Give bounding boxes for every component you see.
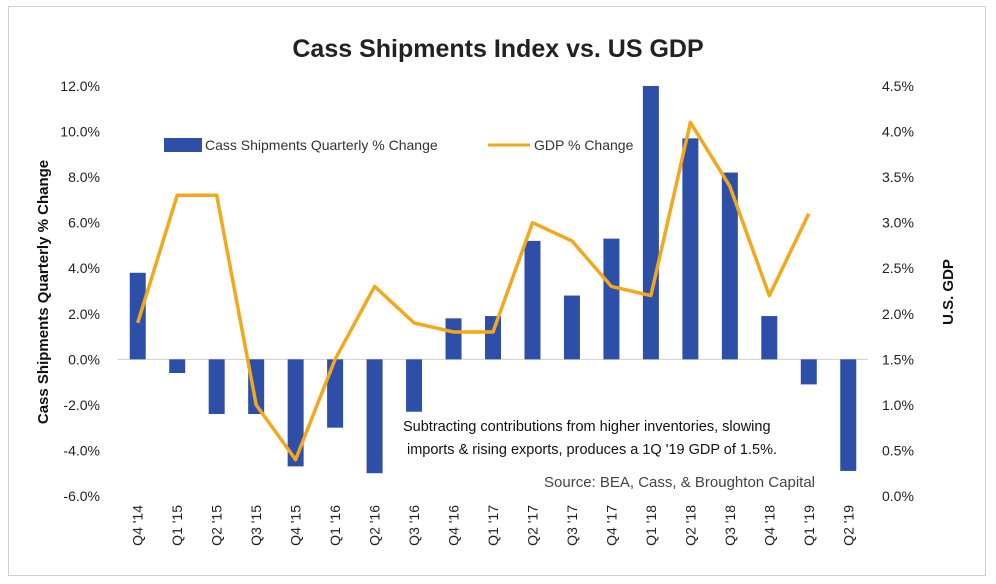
- x-tick-label: Q2 '16: [367, 505, 383, 546]
- x-tick-label: Q4 '16: [446, 505, 462, 546]
- y-left-tick-label: 0.0%: [68, 351, 100, 367]
- cass-bar: [366, 359, 383, 474]
- cass-bars: [129, 86, 857, 474]
- y-right-tick-label: 1.5%: [882, 351, 914, 367]
- cass-bar: [445, 318, 462, 360]
- y-left-tick-label: 4.0%: [68, 260, 100, 276]
- y-right-tick-label: 0.0%: [882, 488, 914, 504]
- x-tick-label: Q4 '18: [761, 505, 777, 546]
- legend: Cass Shipments Quarterly % Change GDP % …: [164, 137, 634, 153]
- cass-bar: [800, 359, 817, 385]
- cass-bar: [642, 86, 659, 360]
- y-left-tick-label: 12.0%: [60, 78, 100, 94]
- x-tick-label: Q2 '18: [682, 505, 698, 546]
- cass-bar: [248, 359, 265, 414]
- cass-bar: [840, 359, 857, 471]
- y-right-tick-label: 2.5%: [882, 260, 914, 276]
- y-left-tick-label: 6.0%: [68, 215, 100, 231]
- annotation-line-2: imports & rising exports, produces a 1Q …: [407, 442, 777, 458]
- legend-label-cass: Cass Shipments Quarterly % Change: [205, 137, 438, 153]
- x-tick-label: Q2 '15: [209, 505, 225, 546]
- annotation-line-1: Subtracting contributions from higher in…: [403, 419, 771, 435]
- cass-bar: [129, 272, 146, 360]
- y-left-tick-label: 2.0%: [68, 306, 100, 322]
- x-tick-label: Q3 '16: [406, 505, 422, 546]
- cass-bar: [406, 359, 423, 412]
- gdp-line: [136, 120, 811, 462]
- cass-bar: [603, 238, 620, 360]
- y-right-tick-label: 3.5%: [882, 169, 914, 185]
- y-right-tick-label: 4.0%: [882, 124, 914, 140]
- y-right-tick-label: 3.0%: [882, 215, 914, 231]
- y-right-tick-label: 4.5%: [882, 78, 914, 94]
- y-left-tick-label: -6.0%: [63, 488, 100, 504]
- y-right-tick-label: 0.5%: [882, 442, 914, 458]
- cass-bar: [524, 240, 541, 360]
- x-tick-label: Q1 '15: [169, 505, 185, 546]
- cass-bar: [169, 359, 186, 373]
- x-tick-label: Q4 '14: [130, 505, 146, 546]
- y-left-tick-label: -4.0%: [63, 442, 100, 458]
- legend-label-gdp: GDP % Change: [534, 137, 634, 153]
- source-note: Source: BEA, Cass, & Broughton Capital: [544, 474, 815, 491]
- cass-bar: [563, 295, 580, 360]
- cass-bar: [485, 316, 501, 360]
- x-axis-ticks: Q4 '14 Q1 '15 Q2 '15 Q3 '15 Q4 '15 Q1 '16 Q2 '…: [130, 505, 857, 546]
- y-axis-right-ticks: 4.5% 4.0% 3.5% 3.0% 2.5% 2.0% 1.5% 1.0% 0.5% 0.0%: [882, 78, 914, 504]
- cass-bar: [761, 316, 778, 360]
- x-tick-label: Q2 '17: [524, 505, 540, 546]
- cass-bar: [208, 359, 225, 414]
- x-tick-label: Q3 '17: [564, 505, 580, 546]
- y-right-tick-label: 2.0%: [882, 306, 914, 322]
- y-left-tick-label: -2.0%: [63, 397, 100, 413]
- cass-bar: [287, 359, 304, 467]
- chart-title: Cass Shipments Index vs. US GDP: [292, 35, 703, 63]
- cass-bar: [682, 138, 699, 360]
- x-tick-label: Q1 '17: [485, 505, 501, 546]
- cass-bar: [327, 359, 344, 428]
- cass-bar: [721, 172, 738, 360]
- x-tick-label: Q4 '17: [603, 505, 619, 546]
- legend-swatch-cass: [164, 138, 202, 152]
- y-axis-left-title: Cass Shipments Quarterly % Change: [35, 160, 52, 424]
- x-tick-label: Q1 '19: [801, 505, 817, 546]
- y-axis-left-ticks: 12.0% 10.0% 8.0% 6.0% 4.0% 2.0% 0.0% -2.0% -4.0%…: [60, 78, 100, 504]
- y-left-tick-label: 10.0%: [60, 124, 100, 140]
- y-right-tick-label: 1.0%: [882, 397, 914, 413]
- chart-frame: [8, 6, 986, 576]
- x-tick-label: Q3 '15: [248, 505, 264, 546]
- y-axis-right-title: U.S. GDP: [940, 259, 957, 325]
- x-tick-label: Q4 '15: [288, 505, 304, 546]
- x-tick-label: Q1 '16: [327, 505, 343, 546]
- y-left-tick-label: 8.0%: [68, 169, 100, 185]
- x-tick-label: Q3 '18: [722, 505, 738, 546]
- x-tick-label: Q2 '19: [840, 505, 856, 546]
- x-tick-label: Q1 '18: [643, 505, 659, 546]
